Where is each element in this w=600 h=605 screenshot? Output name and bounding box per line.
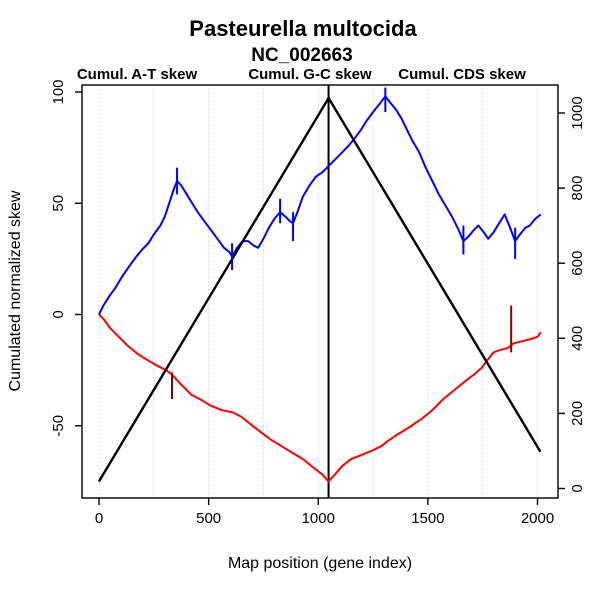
x-tick-label: 1000 xyxy=(302,510,335,527)
x-tick-label: 500 xyxy=(196,510,221,527)
y-right-tick-label: 0 xyxy=(569,484,586,492)
y-right-tick-label: 1000 xyxy=(569,96,586,129)
y-left-tick-label: 100 xyxy=(50,79,67,104)
curve-cds-skew xyxy=(97,96,542,483)
y-right-tick-label: 200 xyxy=(569,401,586,426)
curve-at-skew xyxy=(98,313,542,483)
x-tick-label: 0 xyxy=(95,510,103,527)
y-right-tick-label: 600 xyxy=(569,251,586,276)
y-left-tick-label: 50 xyxy=(50,195,67,212)
y-axis-title: Cumulated normalized skew xyxy=(7,190,24,391)
legend-gc-skew: Cumul. G-C skew xyxy=(248,66,372,83)
y-left-tick-label: -50 xyxy=(50,415,67,437)
legend-cds-skew: Cumul. CDS skew xyxy=(398,66,526,83)
legend-at-skew: Cumul. A-T skew xyxy=(77,66,198,83)
x-tick-label: 2000 xyxy=(521,510,554,527)
x-tick-label: 1500 xyxy=(411,510,444,527)
plot-subtitle: NC_002663 xyxy=(251,45,352,66)
y-right-tick-label: 400 xyxy=(569,326,586,351)
gridlines-layer xyxy=(98,85,538,498)
curve-gc-skew xyxy=(98,95,542,315)
x-axis-title: Map position (gene index) xyxy=(228,555,412,572)
plot-title: Pasteurella multocida xyxy=(189,16,417,41)
plot-box xyxy=(81,84,559,499)
series-layer xyxy=(97,85,542,498)
y-right-tick-label: 800 xyxy=(569,176,586,201)
axes-layer: 0 500 1000 1500 2000-50050100020040060080010… xyxy=(50,79,586,527)
y-left-tick-label: 0 xyxy=(50,310,67,318)
